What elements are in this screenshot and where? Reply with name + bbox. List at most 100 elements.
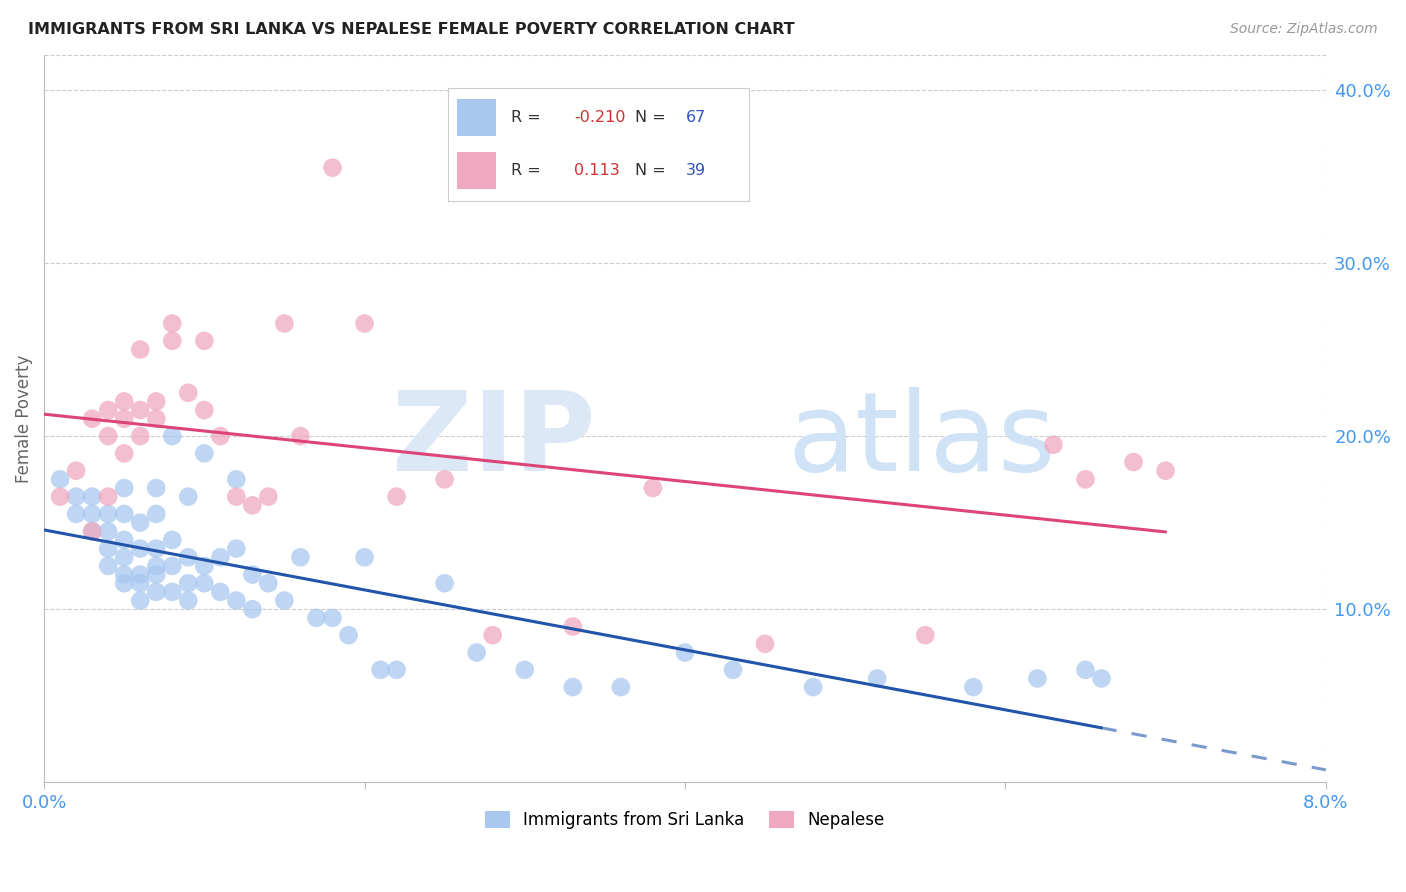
- Point: [97, 541, 120, 556]
- Point: [129, 516, 152, 530]
- Point: [513, 663, 536, 677]
- Point: [1042, 438, 1064, 452]
- Point: [754, 637, 776, 651]
- Point: [129, 567, 152, 582]
- Point: [1154, 464, 1177, 478]
- Point: [209, 585, 232, 599]
- Point: [273, 317, 295, 331]
- Point: [1122, 455, 1144, 469]
- Point: [49, 490, 72, 504]
- Point: [129, 593, 152, 607]
- Point: [97, 507, 120, 521]
- Point: [209, 429, 232, 443]
- Point: [112, 394, 135, 409]
- Point: [1074, 472, 1097, 486]
- Point: [82, 490, 104, 504]
- Point: [112, 507, 135, 521]
- Point: [162, 533, 184, 547]
- Point: [465, 645, 488, 659]
- Text: atlas: atlas: [787, 387, 1056, 494]
- Point: [385, 490, 408, 504]
- Point: [641, 481, 664, 495]
- Point: [145, 411, 167, 425]
- Point: [225, 472, 247, 486]
- Point: [866, 672, 889, 686]
- Point: [193, 403, 215, 417]
- Point: [305, 611, 328, 625]
- Point: [433, 576, 456, 591]
- Point: [353, 317, 375, 331]
- Point: [561, 680, 583, 694]
- Point: [65, 464, 87, 478]
- Point: [97, 490, 120, 504]
- Point: [433, 472, 456, 486]
- Point: [193, 558, 215, 573]
- Point: [209, 550, 232, 565]
- Point: [97, 429, 120, 443]
- Point: [385, 663, 408, 677]
- Point: [177, 490, 200, 504]
- Legend: Immigrants from Sri Lanka, Nepalese: Immigrants from Sri Lanka, Nepalese: [478, 805, 891, 836]
- Y-axis label: Female Poverty: Female Poverty: [15, 354, 32, 483]
- Point: [129, 541, 152, 556]
- Text: IMMIGRANTS FROM SRI LANKA VS NEPALESE FEMALE POVERTY CORRELATION CHART: IMMIGRANTS FROM SRI LANKA VS NEPALESE FE…: [28, 22, 794, 37]
- Point: [112, 550, 135, 565]
- Point: [112, 411, 135, 425]
- Point: [257, 490, 280, 504]
- Point: [801, 680, 824, 694]
- Point: [1090, 672, 1112, 686]
- Point: [129, 403, 152, 417]
- Point: [242, 499, 264, 513]
- Point: [225, 541, 247, 556]
- Point: [193, 446, 215, 460]
- Point: [193, 334, 215, 348]
- Point: [162, 585, 184, 599]
- Point: [177, 550, 200, 565]
- Point: [177, 385, 200, 400]
- Point: [162, 429, 184, 443]
- Point: [257, 576, 280, 591]
- Point: [321, 161, 343, 175]
- Point: [112, 481, 135, 495]
- Point: [112, 533, 135, 547]
- Point: [65, 490, 87, 504]
- Point: [1074, 663, 1097, 677]
- Point: [97, 524, 120, 539]
- Point: [145, 585, 167, 599]
- Point: [49, 472, 72, 486]
- Point: [561, 619, 583, 633]
- Point: [242, 602, 264, 616]
- Point: [162, 334, 184, 348]
- Point: [290, 429, 312, 443]
- Point: [242, 567, 264, 582]
- Point: [129, 343, 152, 357]
- Point: [1026, 672, 1049, 686]
- Text: ZIP: ZIP: [392, 387, 595, 494]
- Point: [97, 403, 120, 417]
- Point: [145, 481, 167, 495]
- Point: [145, 394, 167, 409]
- Point: [162, 317, 184, 331]
- Point: [112, 567, 135, 582]
- Point: [97, 558, 120, 573]
- Point: [673, 645, 696, 659]
- Point: [65, 507, 87, 521]
- Point: [82, 524, 104, 539]
- Point: [177, 576, 200, 591]
- Point: [370, 663, 392, 677]
- Point: [481, 628, 503, 642]
- Point: [290, 550, 312, 565]
- Point: [82, 411, 104, 425]
- Point: [82, 507, 104, 521]
- Point: [82, 524, 104, 539]
- Text: Source: ZipAtlas.com: Source: ZipAtlas.com: [1230, 22, 1378, 37]
- Point: [353, 550, 375, 565]
- Point: [721, 663, 744, 677]
- Point: [145, 507, 167, 521]
- Point: [112, 576, 135, 591]
- Point: [177, 593, 200, 607]
- Point: [129, 429, 152, 443]
- Point: [225, 593, 247, 607]
- Point: [112, 446, 135, 460]
- Point: [321, 611, 343, 625]
